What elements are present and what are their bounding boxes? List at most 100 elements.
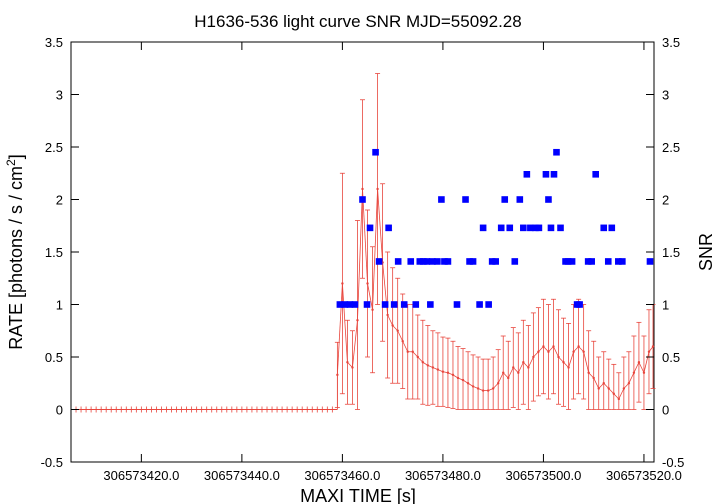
- snr-point: [497, 224, 505, 232]
- y-tick-label-right: 2: [662, 193, 669, 208]
- y-tick-label-left: 3.5: [45, 35, 63, 50]
- rate-segment: [608, 388, 615, 395]
- rate-segment: [417, 356, 424, 363]
- y-tick-label-left: 0.5: [45, 350, 63, 365]
- snr-point: [646, 258, 654, 265]
- snr-point: [466, 258, 473, 265]
- snr-point: [545, 196, 552, 203]
- snr-point: [400, 301, 408, 308]
- y-tick-label-right: 0: [662, 403, 669, 418]
- y-tick-label-left: 1: [56, 298, 63, 313]
- snr-point: [564, 258, 572, 265]
- snr-series: [336, 148, 654, 308]
- axis-ticks: -0.5 -0.5 0 0 0.5 0.5 1 1 1.5 1.5 2 2 2.5 2.5 3 3 3.5 3.5…: [41, 35, 685, 483]
- y-axis-label-right: SNR: [696, 233, 716, 271]
- rate-segment: [553, 346, 559, 358]
- rate-segment: [603, 382, 610, 389]
- rate-point: [356, 319, 359, 322]
- snr-point: [488, 258, 496, 265]
- snr-point: [363, 301, 371, 308]
- rate-point: [351, 366, 354, 369]
- rate-segment: [402, 341, 409, 352]
- rate-segment: [492, 382, 499, 389]
- snr-point: [615, 258, 622, 265]
- rate-errorbars: [75, 73, 656, 413]
- snr-point: [600, 224, 608, 232]
- y-tick-label-right: 1: [662, 298, 669, 313]
- rate-point: [481, 389, 485, 392]
- snr-point: [476, 301, 483, 308]
- rate-segment: [578, 346, 584, 353]
- chart-title: H1636-536 light curve SNR MJD=55092.28: [194, 12, 521, 31]
- y-tick-label-left: 2: [56, 193, 63, 208]
- snr-point: [584, 258, 592, 265]
- x-tick-label: 306573520.0: [606, 468, 682, 483]
- snr-point: [394, 258, 402, 265]
- rate-segment: [367, 283, 373, 310]
- rate-segment: [538, 346, 544, 353]
- rate-segment: [527, 356, 534, 368]
- rate-segment: [412, 351, 419, 358]
- y-tick-label-right: 3.5: [662, 35, 680, 50]
- rate-segment: [573, 346, 579, 353]
- y-tick-label-right: 3: [662, 88, 669, 103]
- snr-point: [375, 258, 383, 265]
- snr-point: [576, 301, 583, 308]
- snr-point: [441, 258, 448, 265]
- rate-segment: [568, 351, 574, 368]
- rate-segment: [543, 346, 549, 353]
- y-tick-label-left: 0: [56, 403, 63, 418]
- snr-point: [592, 171, 599, 178]
- snr-point: [492, 258, 499, 265]
- snr-point: [506, 224, 514, 232]
- x-axis-label: MAXI TIME [s]: [300, 486, 416, 504]
- snr-point: [429, 258, 436, 265]
- snr-point: [427, 301, 434, 308]
- rate-segment: [372, 188, 378, 310]
- rate-point: [371, 308, 374, 311]
- y-tick-label-right: -0.5: [662, 455, 684, 470]
- snr-point: [346, 301, 354, 308]
- rate-segment: [618, 388, 625, 400]
- snr-point: [462, 196, 469, 203]
- rate-segment: [397, 330, 404, 342]
- rate-segment: [497, 372, 504, 384]
- snr-point: [412, 301, 420, 308]
- x-tick-label: 306573460.0: [304, 468, 380, 483]
- rate-segment: [588, 372, 594, 379]
- rate-point: [406, 350, 409, 353]
- snr-point: [485, 301, 492, 308]
- snr-point: [336, 301, 344, 308]
- rate-series: [71, 187, 655, 410]
- snr-point: [423, 258, 431, 265]
- rate-segment: [583, 351, 590, 373]
- rate-segment: [336, 283, 343, 375]
- snr-point: [341, 301, 349, 308]
- snr-point: [588, 258, 595, 265]
- rate-segment: [523, 361, 529, 368]
- y-tick-label-right: 0.5: [662, 350, 680, 365]
- y-tick-label-left: 1.5: [45, 245, 63, 260]
- y-axis-label-left: RATE [photons / s / cm2]: [4, 154, 26, 349]
- y-tick-label-right: 1.5: [662, 245, 680, 260]
- rate-point: [366, 282, 369, 285]
- snr-point: [557, 224, 564, 232]
- y-tick-label-left: 3: [56, 88, 63, 103]
- snr-point: [501, 196, 509, 203]
- rate-segment: [643, 351, 650, 373]
- rate-segment: [628, 372, 635, 384]
- snr-point: [550, 171, 558, 178]
- x-tick-label: 306573500.0: [505, 468, 581, 483]
- rate-segment: [502, 372, 509, 379]
- snr-point: [527, 224, 534, 232]
- snr-point: [542, 171, 550, 178]
- rate-segment: [362, 188, 368, 284]
- x-tick-label: 306573480.0: [405, 468, 481, 483]
- y-axis-label-sup: 2: [4, 159, 18, 166]
- snr-point: [416, 258, 424, 265]
- rate-segment: [633, 362, 640, 373]
- snr-point: [420, 258, 427, 265]
- snr-point: [444, 258, 452, 265]
- snr-point: [547, 224, 555, 232]
